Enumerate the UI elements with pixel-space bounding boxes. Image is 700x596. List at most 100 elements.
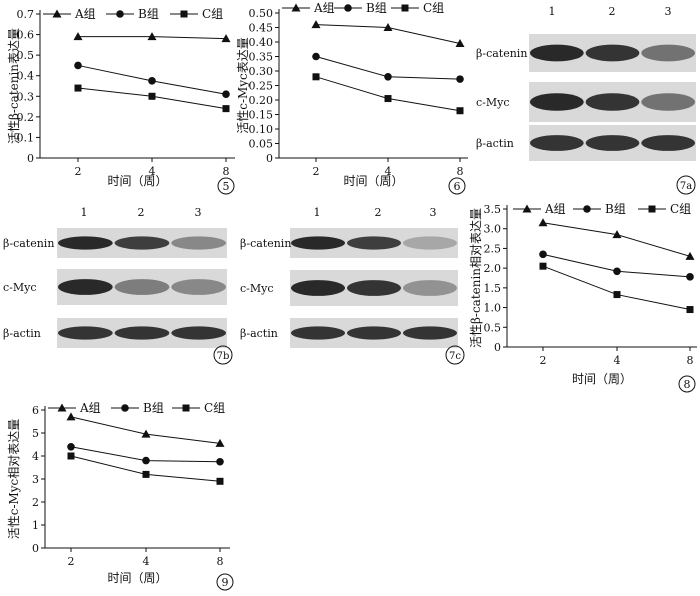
panel-number-circle <box>213 345 233 365</box>
blot-band <box>530 135 584 151</box>
y-tick-label: 2.5 <box>484 242 502 255</box>
data-point <box>216 457 224 466</box>
y-tick-label: 0 <box>494 341 501 354</box>
data-point <box>66 412 76 421</box>
panel-number-circle <box>676 175 696 195</box>
data-point <box>539 262 547 270</box>
lane-number: 1 <box>549 5 556 18</box>
data-point <box>216 477 224 485</box>
panel-number-circle <box>678 375 696 393</box>
blot-row-label: β-actin <box>476 137 514 150</box>
y-axis-label: 活性β-catenin表达量 <box>7 28 21 144</box>
data-point <box>141 429 151 438</box>
x-tick-label: 8 <box>457 165 464 178</box>
x-tick-label: 8 <box>223 165 230 178</box>
data-point <box>685 251 695 260</box>
data-point <box>222 90 230 99</box>
lane-number: 3 <box>665 5 672 18</box>
lane-number: 1 <box>314 206 321 219</box>
y-tick-label: 0.5 <box>17 49 35 62</box>
data-point <box>384 73 392 81</box>
blot-band <box>585 135 640 151</box>
legend-label: B组 <box>366 1 387 15</box>
legend-marker <box>401 4 409 12</box>
blot-band <box>114 279 170 295</box>
x-tick-label: 2 <box>75 165 82 178</box>
lane-number: 3 <box>195 206 202 219</box>
y-tick-label: 1 <box>32 519 39 532</box>
blot-band <box>585 44 640 62</box>
data-point <box>311 20 321 29</box>
blot-band <box>58 279 113 295</box>
y-tick-label: 1.0 <box>484 302 502 315</box>
blot-row-label: c-Myc <box>476 96 510 109</box>
blot-band <box>58 326 113 340</box>
y-tick-label: 2.0 <box>484 262 502 275</box>
y-tick-label: 0.45 <box>249 22 274 35</box>
legend-label: C组 <box>204 401 225 415</box>
y-tick-label: 0.50 <box>249 7 274 20</box>
legend-label: A组 <box>313 1 335 15</box>
legend-label: C组 <box>202 7 223 21</box>
x-tick-label: 8 <box>217 555 224 568</box>
legend-marker <box>522 204 532 213</box>
blot-band <box>114 236 170 250</box>
y-tick-label: 4 <box>32 450 39 463</box>
blot-band <box>530 93 584 111</box>
y-tick-label: 0.30 <box>249 65 274 78</box>
panel-number-circle <box>216 573 234 591</box>
chart-5: 0 0.1 0.2 0.3 0.4 0.5 0.6 0.7 2 4 8 时间（周） 活性β-cateni… <box>7 7 235 195</box>
y-tick-label: 0 <box>266 152 273 165</box>
data-point <box>613 291 621 299</box>
panel-number: 6 <box>454 180 461 193</box>
blot-band <box>171 236 227 250</box>
blot-row-label: c-Myc <box>240 282 274 295</box>
x-tick-label: 4 <box>614 354 621 367</box>
legend-marker <box>121 404 129 412</box>
blot-7c: 1 2 3 β-catenin c-Myc β-actin 7c <box>240 206 465 365</box>
panel-number: 8 <box>684 378 691 391</box>
blot-band <box>530 44 584 62</box>
y-tick-label: 0.3 <box>17 90 35 103</box>
legend-label: B组 <box>605 202 626 216</box>
data-point <box>455 38 465 47</box>
series-line-3 <box>315 76 461 112</box>
y-tick-label: 3.5 <box>484 203 502 216</box>
blot-band <box>291 236 345 250</box>
legend-marker <box>52 9 62 18</box>
data-point <box>383 23 393 31</box>
data-point <box>456 107 464 115</box>
legend-marker <box>57 403 67 412</box>
lane-number: 1 <box>81 206 88 219</box>
blot-band <box>114 326 170 340</box>
panel-number-circle <box>445 345 465 365</box>
legend-label: A组 <box>544 202 566 216</box>
y-tick-label: 0 <box>27 152 34 165</box>
blot-band <box>171 326 227 340</box>
blot-band <box>291 280 345 296</box>
legend-label: C组 <box>670 202 691 216</box>
blot-band <box>641 44 696 62</box>
x-tick-label: 4 <box>143 555 150 568</box>
y-tick-label: 0.4 <box>17 70 35 83</box>
y-axis-label: 活性c-Myc相对表达量 <box>7 419 21 540</box>
legend-marker <box>583 205 591 213</box>
data-point <box>686 306 694 314</box>
blot-band <box>291 326 345 340</box>
data-point <box>148 77 156 85</box>
legend-label: A组 <box>79 401 101 415</box>
data-point <box>612 230 622 239</box>
y-axis-label: 活性β-catenin相对表达量 <box>469 208 483 348</box>
y-tick-label: 0.10 <box>249 123 274 136</box>
lane-number: 2 <box>609 5 616 18</box>
data-point <box>686 273 694 281</box>
data-point <box>312 73 320 81</box>
data-point <box>539 250 547 259</box>
legend-marker <box>344 4 352 12</box>
x-axis-label: 时间（周） <box>572 372 632 386</box>
blot-band <box>403 236 457 250</box>
x-tick-label: 4 <box>385 165 392 178</box>
x-tick-label: 2 <box>540 354 547 367</box>
legend-marker <box>180 10 188 18</box>
